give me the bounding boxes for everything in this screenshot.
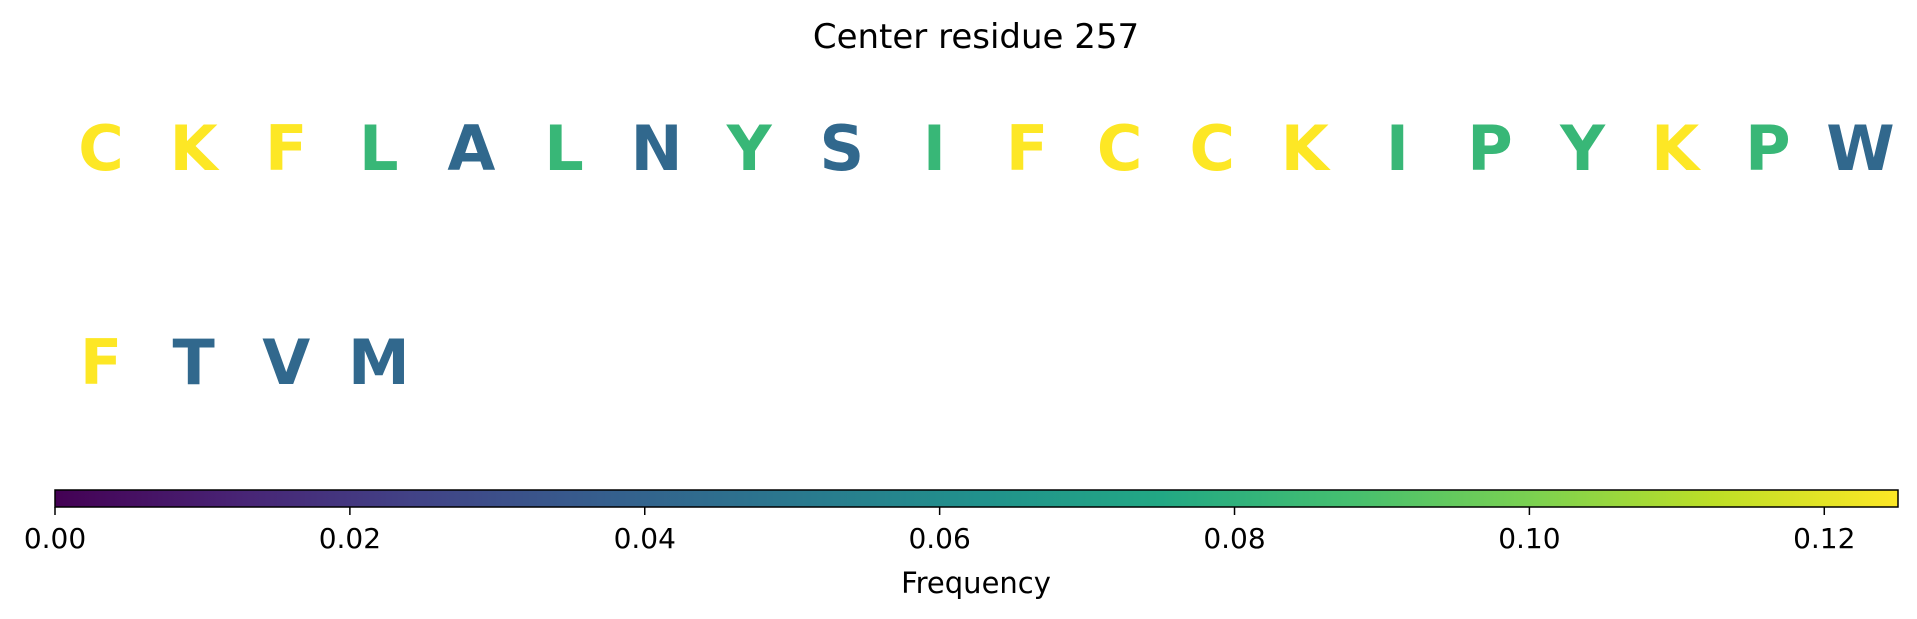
- residue-letter: F: [265, 112, 307, 185]
- residue-letter: C: [1097, 112, 1143, 185]
- residue-letter: I: [1386, 112, 1409, 185]
- colorbar-ticks: 0.00 0.02 0.04 0.06 0.08 0.10 0.12: [24, 507, 1855, 555]
- residue-letter: K: [170, 112, 220, 185]
- residue-letter: W: [1826, 112, 1894, 185]
- colorbar-label: Frequency: [901, 566, 1051, 600]
- colorbar-tick-label: 0.06: [908, 522, 970, 555]
- residue-letter: Y: [726, 112, 773, 185]
- residue-letter: L: [359, 112, 399, 185]
- colorbar-tick-label: 0.10: [1498, 522, 1560, 555]
- residue-letter: A: [447, 112, 495, 185]
- residue-letter: C: [1189, 112, 1235, 185]
- residue-letter: N: [631, 112, 683, 185]
- colorbar-tick-label: 0.00: [24, 522, 86, 555]
- residue-letter: P: [1745, 112, 1790, 185]
- colorbar-gradient: [54, 489, 1899, 508]
- residue-letter: F: [80, 326, 122, 399]
- residue-letter: F: [1006, 112, 1048, 185]
- residue-letter: L: [544, 112, 584, 185]
- residue-letters: C K F L A L N Y S I F C C K I P Y K P WF T V M: [78, 112, 1894, 399]
- colorbar-tick-label: 0.02: [319, 522, 381, 555]
- residue-letter: C: [78, 112, 124, 185]
- residue-letter: V: [262, 326, 310, 399]
- residue-letter: K: [1651, 112, 1701, 185]
- residue-letter: S: [819, 112, 864, 185]
- colorbar-tick-label: 0.04: [614, 522, 676, 555]
- colorbar: 0.00 0.02 0.04 0.06 0.08 0.10 0.12 Frequency: [24, 489, 1899, 600]
- residue-letter: T: [172, 326, 214, 399]
- residue-letter: K: [1281, 112, 1331, 185]
- chart-title: Center residue 257: [813, 17, 1139, 57]
- residue-letter: Y: [1559, 112, 1606, 185]
- residue-letter: I: [923, 112, 946, 185]
- residue-letter: P: [1467, 112, 1512, 185]
- colorbar-tick-label: 0.12: [1793, 522, 1855, 555]
- residue-letter: M: [348, 326, 410, 399]
- colorbar-tick-label: 0.08: [1203, 522, 1265, 555]
